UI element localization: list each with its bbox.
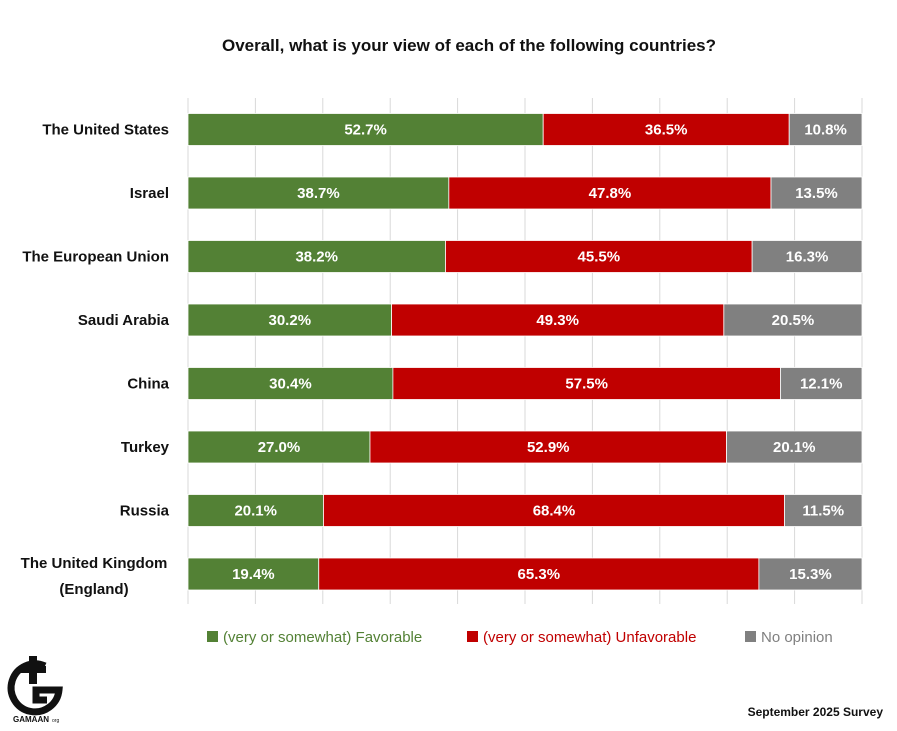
bar-segment (187, 113, 544, 146)
logo-text: GAMAAN (13, 715, 49, 724)
bar-segment (369, 430, 727, 464)
bar-segment (187, 176, 450, 210)
bar-segment (392, 367, 781, 400)
data-label: 20.1% (234, 503, 277, 520)
gridlines (187, 98, 863, 604)
category-labels: The United States Israel The European Unio… (21, 122, 170, 599)
legend-swatch (207, 631, 218, 642)
bar-segment (780, 367, 863, 400)
logo-suffix: org (52, 718, 59, 724)
data-label: 47.8% (589, 185, 632, 202)
bars: 52.7% 36.5% 10.8% 38.7% 47.8% 13.5% 38.2% 45.5%… (187, 113, 863, 591)
data-label: 12.1% (800, 376, 843, 393)
bar-segment (542, 113, 790, 146)
bar-segment (723, 303, 863, 337)
category-label: China (127, 376, 169, 393)
data-label: 49.3% (536, 312, 579, 329)
chart-title: Overall, what is your view of each of th… (222, 36, 716, 55)
data-label: 38.2% (295, 249, 338, 266)
data-label: 68.4% (533, 503, 576, 520)
legend-label: No opinion (761, 629, 833, 646)
category-label: (England) (59, 581, 128, 598)
bar-segment (788, 113, 863, 146)
bar-segment (758, 557, 863, 591)
bar-segment (770, 176, 863, 210)
gamaan-logo: GAMAAN org (7, 656, 63, 724)
legend: (very or somewhat) Favorable (very or som… (207, 629, 833, 646)
bar-segment (187, 303, 392, 337)
data-label: 57.5% (565, 376, 608, 393)
data-label: 15.3% (789, 566, 832, 583)
data-label: 38.7% (297, 185, 340, 202)
legend-label: (very or somewhat) Favorable (223, 629, 422, 646)
data-label: 11.5% (802, 503, 844, 520)
category-label: Israel (130, 185, 169, 202)
bar-segment (784, 494, 863, 527)
category-label: The European Union (22, 249, 169, 266)
bar-segment (751, 240, 863, 273)
bar-segment (726, 430, 863, 464)
data-label: 65.3% (518, 566, 561, 583)
legend-label: (very or somewhat) Unfavorable (483, 629, 696, 646)
category-label: Saudi Arabia (78, 312, 170, 329)
data-label: 20.5% (772, 312, 815, 329)
bar-segment (323, 494, 785, 527)
bar-segment (445, 240, 753, 273)
data-label: 13.5% (795, 185, 838, 202)
category-label: The United Kingdom (21, 555, 168, 572)
data-label: 36.5% (645, 122, 688, 139)
legend-swatch (467, 631, 478, 642)
data-label: 10.8% (804, 122, 847, 139)
data-label: 16.3% (786, 249, 829, 266)
bar-segment (187, 367, 394, 400)
data-label: 30.2% (269, 312, 312, 329)
data-label: 52.9% (527, 439, 570, 456)
data-label: 30.4% (269, 376, 312, 393)
legend-swatch (745, 631, 756, 642)
data-label: 20.1% (773, 439, 816, 456)
survey-note: September 2025 Survey (748, 705, 884, 719)
category-label: Turkey (121, 439, 170, 456)
data-label: 19.4% (232, 566, 275, 583)
data-label: 27.0% (258, 439, 301, 456)
category-label: Russia (120, 503, 170, 520)
category-label: The United States (42, 122, 169, 139)
data-label: 45.5% (578, 249, 621, 266)
bar-segment (318, 557, 760, 591)
data-label: 52.7% (344, 122, 387, 139)
bar-segment (448, 176, 772, 210)
